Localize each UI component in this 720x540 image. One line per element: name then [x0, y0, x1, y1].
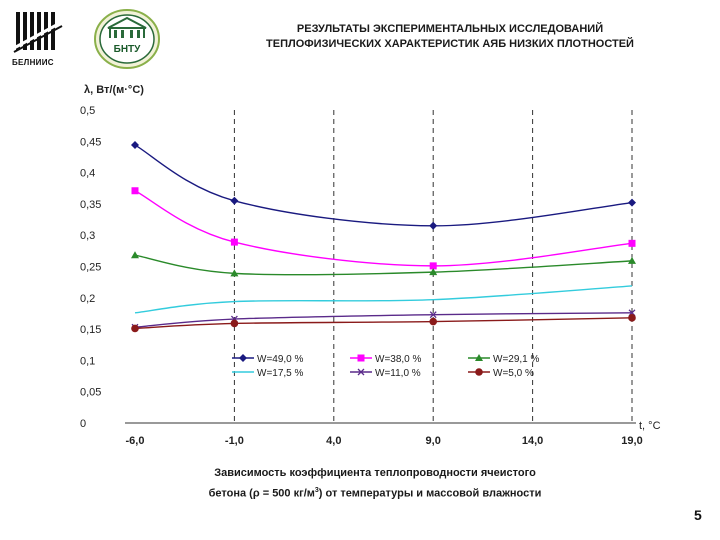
bntu-emblem-icon	[94, 9, 160, 69]
chart-axes: 0 0,05 0,1 0,15 0,2 0,25 0,3 0,35 0,4 0,45 0,5 -6,0…	[80, 84, 661, 447]
caption-line-2-b: ) от температуры и массовой влажности	[318, 487, 542, 500]
x-axis-label: t, °С	[639, 420, 661, 432]
data-point	[357, 368, 365, 376]
data-point	[475, 354, 483, 361]
data-point	[357, 354, 365, 362]
data-point	[628, 256, 636, 264]
data-point	[475, 368, 483, 376]
data-point	[230, 196, 239, 205]
y-axis-label: λ, Вт/(м·°С)	[84, 84, 144, 96]
chart-legend: W=49,0 % W=38,0 % W=29,1 % W=17,5 % W=11,0 %…	[232, 354, 540, 379]
chart-caption: Зависимость коэффициента теплопроводност…	[140, 465, 610, 503]
logo-right-caption: БНТУ	[113, 44, 141, 55]
data-point	[429, 317, 438, 326]
belniis-logo: БЕЛНИИС	[10, 8, 66, 70]
legend-label: W=38,0 %	[375, 354, 422, 365]
title-line-2: ТЕПЛОФИЗИЧЕСКИХ ХАРАКТЕРИСТИК АЯБ НИЗКИХ…	[266, 38, 634, 50]
page-number: 5	[694, 507, 702, 523]
x-tick-label: 4,0	[326, 435, 341, 447]
y-tick-label: 0,35	[80, 199, 101, 211]
data-point	[429, 311, 437, 319]
data-point	[230, 269, 239, 277]
y-tick-label: 0,45	[80, 136, 101, 148]
y-tick-label: 0,3	[80, 230, 95, 242]
x-tick-label: -6,0	[126, 435, 145, 447]
chart-series	[131, 141, 636, 333]
series-line	[134, 317, 633, 330]
data-point	[131, 251, 139, 259]
caption-superscript: 3	[314, 487, 319, 494]
x-tick-label: 14,0	[522, 435, 543, 447]
data-point	[429, 262, 437, 270]
logo-left-caption: БЕЛНИИС	[12, 58, 54, 67]
data-point	[628, 198, 636, 207]
caption-line-2-a: бетона (ρ = 500 кг/м	[208, 487, 315, 500]
data-point	[628, 314, 636, 322]
data-point	[429, 221, 438, 230]
x-tick-label: -1,0	[225, 435, 244, 447]
series-line	[134, 312, 633, 328]
y-tick-label: 0,5	[80, 105, 95, 117]
caption-line-2: бетона (ρ = 500 кг/м3) от температуры и …	[140, 482, 610, 503]
caption-line-1: Зависимость коэффициента теплопроводност…	[214, 467, 536, 479]
series-line	[134, 285, 633, 314]
legend-label: W=5,0 %	[493, 368, 534, 379]
legend-label: W=11,0 %	[375, 368, 421, 379]
data-point	[131, 187, 139, 195]
legend-label: W=17,5 %	[257, 368, 304, 379]
data-point	[239, 354, 247, 362]
series-line	[134, 144, 633, 227]
data-point	[131, 141, 139, 150]
y-tick-label: 0	[80, 418, 86, 430]
data-point	[429, 268, 438, 276]
data-point	[131, 324, 139, 333]
data-point	[230, 319, 239, 328]
y-tick-label: 0,05	[80, 387, 101, 399]
y-tick-label: 0,15	[80, 324, 101, 336]
x-tick-label: 19,0	[621, 435, 642, 447]
series-line	[134, 190, 633, 267]
page-title: РЕЗУЛЬТАТЫ ЭКСПЕРИМЕНТАЛЬНЫХ ИССЛЕДОВАНИ…	[190, 22, 710, 52]
legend-label: W=49,0 %	[257, 354, 304, 365]
bntu-logo: БНТУ	[92, 8, 162, 70]
data-point	[628, 239, 636, 247]
data-point	[230, 238, 238, 246]
x-tick-label: 9,0	[426, 435, 441, 447]
y-tick-label: 0,4	[80, 168, 95, 180]
y-tick-label: 0,2	[80, 293, 95, 305]
series-line	[134, 254, 633, 276]
legend-label: W=29,1 %	[493, 354, 540, 365]
belniis-emblem-icon	[13, 12, 63, 53]
y-tick-label: 0,1	[80, 355, 95, 367]
y-tick-label: 0,25	[80, 262, 101, 274]
title-line-1: РЕЗУЛЬТАТЫ ЭКСПЕРИМЕНТАЛЬНЫХ ИССЛЕДОВАНИ…	[296, 23, 604, 35]
